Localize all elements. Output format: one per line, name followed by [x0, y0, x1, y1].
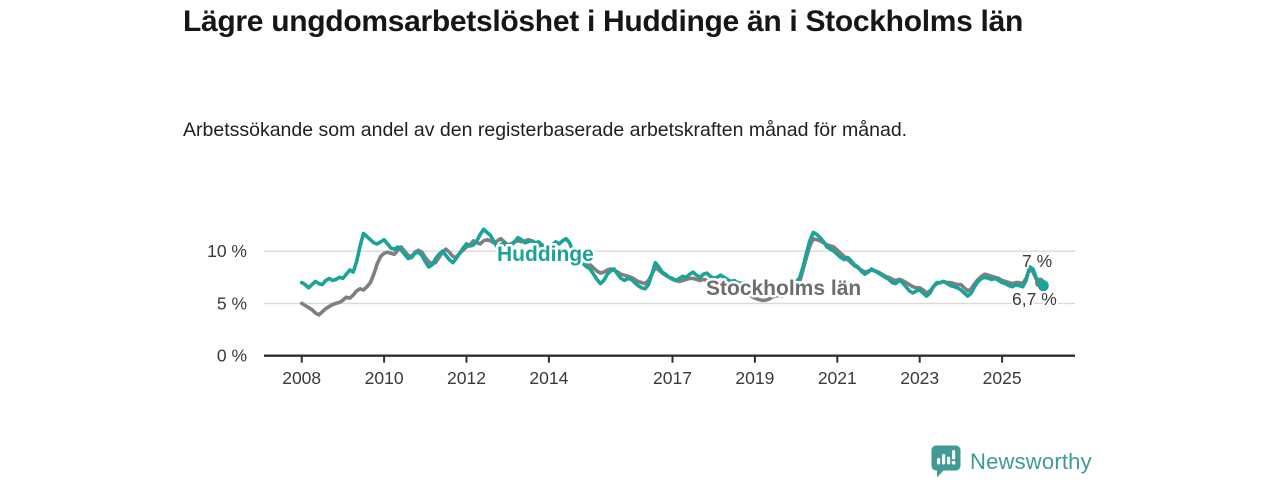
series-line-huddinge	[299, 227, 1046, 298]
end-value-label: 7 %	[1022, 251, 1052, 271]
chart-subtitle: Arbetssökande som andel av den registerb…	[183, 119, 908, 141]
x-axis-tick-label: 2023	[900, 368, 939, 388]
y-axis-tick-label: 5 %	[217, 293, 247, 313]
x-axis-tick-label: 2025	[983, 368, 1022, 388]
x-axis-tick-label: 2010	[365, 368, 404, 388]
x-axis-tick-label: 2019	[735, 368, 774, 388]
y-axis-tick-label: 0 %	[217, 346, 247, 366]
newsworthy-logo-icon	[931, 445, 961, 478]
x-axis-tick-label: 2021	[818, 368, 857, 388]
newsworthy-logo-text: Newsworthy	[970, 448, 1092, 474]
series-label: Huddinge	[497, 243, 594, 266]
chart-title: Lägre ungdomsarbetslöshet i Huddinge än …	[183, 5, 1023, 38]
end-value-label: 6,7 %	[1012, 289, 1057, 309]
x-axis-tick-label: 2008	[282, 368, 321, 388]
x-axis-tick-label: 2014	[529, 368, 568, 388]
branding: Newsworthy	[931, 445, 1092, 478]
series-label: Stockholms län	[706, 277, 861, 300]
series-end-marker	[1037, 280, 1049, 292]
x-axis-tick-label: 2017	[653, 368, 692, 388]
y-axis-tick-label: 10 %	[207, 241, 247, 261]
x-axis-tick-label: 2012	[447, 368, 486, 388]
